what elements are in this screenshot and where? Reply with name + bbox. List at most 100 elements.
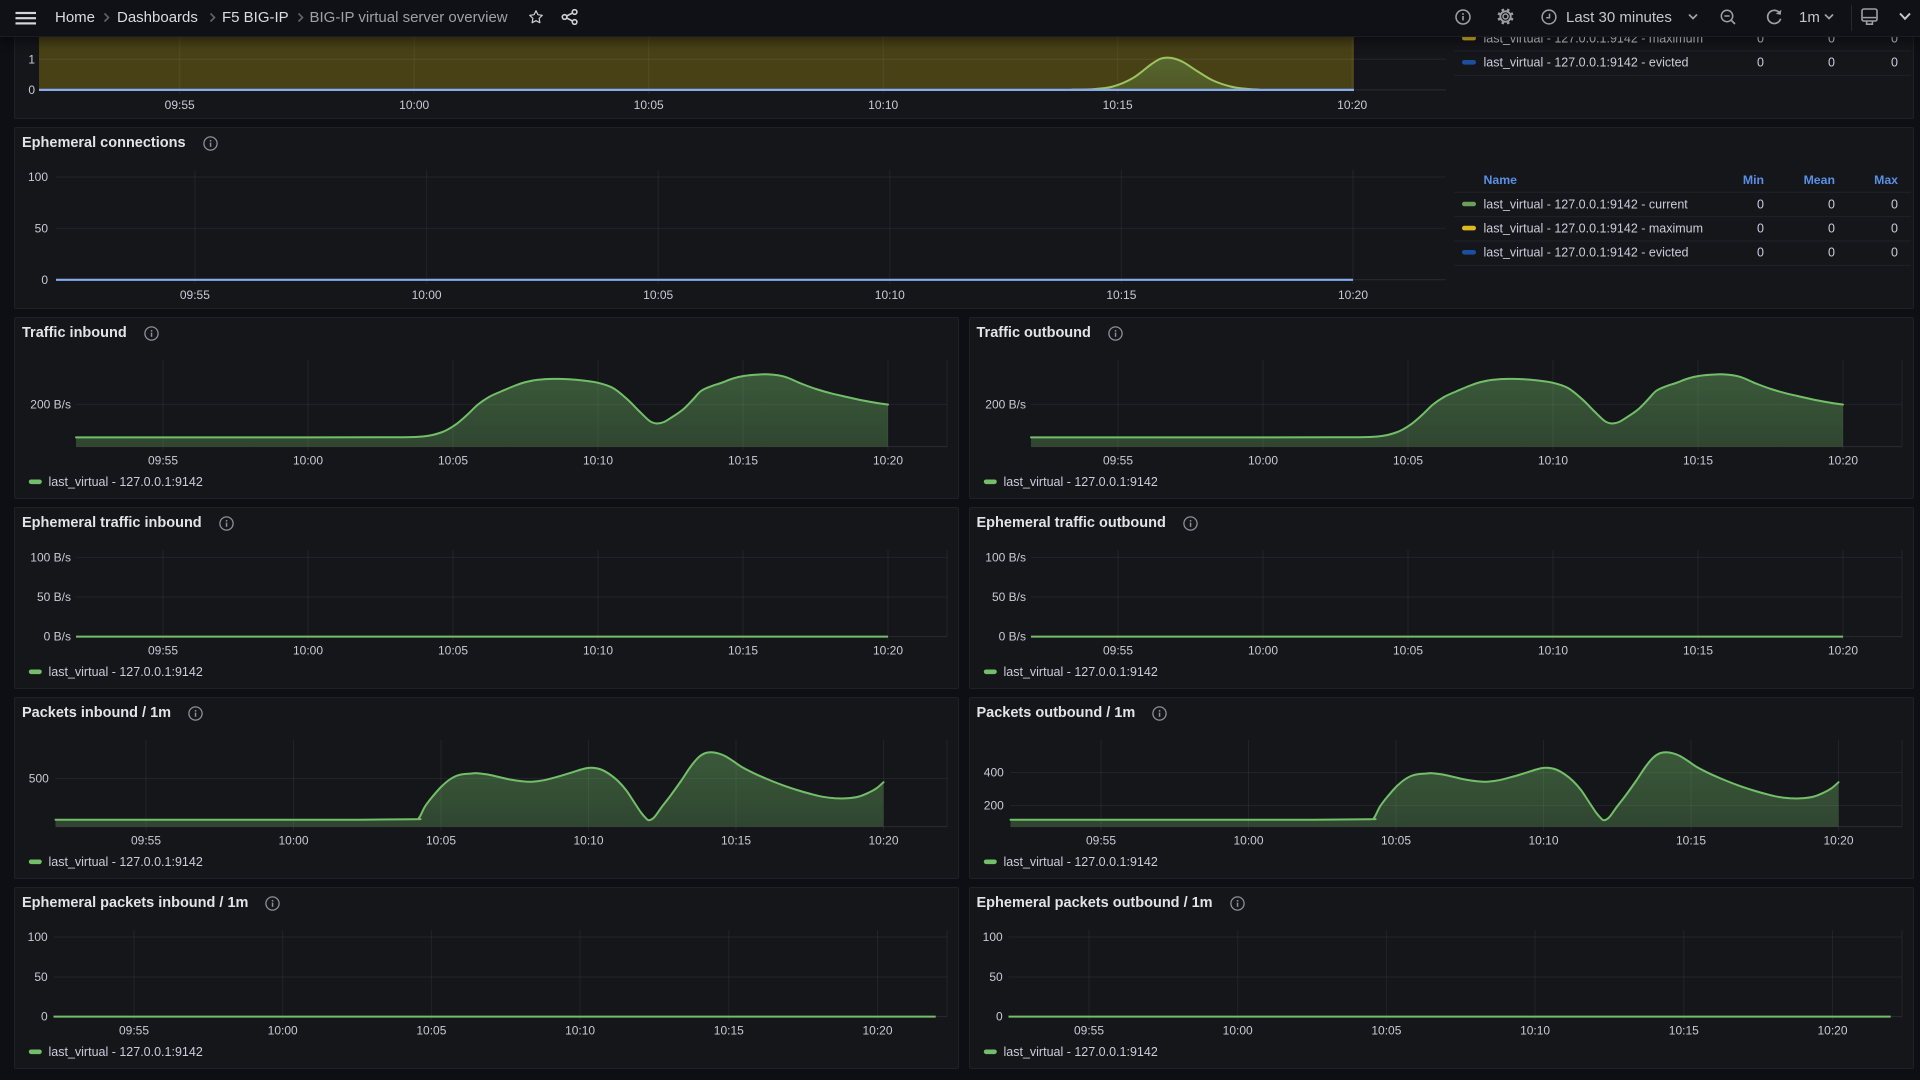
svg-text:10:05: 10:05 — [1380, 834, 1410, 848]
svg-text:Min: Min — [1743, 173, 1764, 187]
svg-text:10:00: 10:00 — [1247, 644, 1277, 658]
svg-text:Mean: Mean — [1804, 173, 1835, 187]
svg-text:10:00: 10:00 — [1222, 1024, 1252, 1038]
svg-text:0: 0 — [1891, 222, 1898, 236]
svg-text:10:20: 10:20 — [1338, 288, 1368, 302]
svg-text:last_virtual - 127.0.0.1:9142: last_virtual - 127.0.0.1:9142 — [1003, 475, 1157, 489]
svg-text:100: 100 — [28, 170, 48, 184]
svg-text:10:00: 10:00 — [278, 834, 308, 848]
svg-text:10:10: 10:10 — [573, 834, 603, 848]
svg-text:10:10: 10:10 — [1537, 454, 1567, 468]
svg-text:10:15: 10:15 — [1682, 454, 1712, 468]
svg-text:100 B/s: 100 B/s — [985, 550, 1026, 564]
svg-text:10:10: 10:10 — [565, 1024, 595, 1038]
svg-text:0: 0 — [1757, 55, 1764, 69]
svg-text:last_virtual - 127.0.0.1:9142: last_virtual - 127.0.0.1:9142 — [1003, 1045, 1157, 1059]
svg-text:100: 100 — [982, 930, 1002, 944]
svg-text:10:05: 10:05 — [438, 644, 468, 658]
svg-text:0: 0 — [1891, 55, 1898, 69]
svg-text:10:10: 10:10 — [868, 98, 898, 112]
svg-text:last_virtual - 127.0.0.1:9142: last_virtual - 127.0.0.1:9142 - current — [1484, 197, 1689, 211]
svg-text:10:05: 10:05 — [1392, 644, 1422, 658]
svg-text:10:00: 10:00 — [293, 454, 323, 468]
svg-text:0: 0 — [996, 1010, 1003, 1024]
svg-text:10:20: 10:20 — [1823, 834, 1853, 848]
svg-text:10:15: 10:15 — [728, 454, 758, 468]
svg-text:last_virtual - 127.0.0.1:9142: last_virtual - 127.0.0.1:9142 — [49, 475, 203, 489]
svg-text:0: 0 — [28, 83, 35, 97]
svg-text:10:20: 10:20 — [873, 644, 903, 658]
svg-text:10:05: 10:05 — [426, 834, 456, 848]
svg-text:1: 1 — [28, 52, 35, 66]
svg-text:last_virtual - 127.0.0.1:9142: last_virtual - 127.0.0.1:9142 — [49, 665, 203, 679]
svg-text:10:15: 10:15 — [1668, 1024, 1698, 1038]
svg-text:09:55: 09:55 — [148, 454, 178, 468]
svg-text:10:15: 10:15 — [714, 1024, 744, 1038]
svg-text:200 B/s: 200 B/s — [30, 397, 71, 411]
svg-text:0: 0 — [1828, 222, 1835, 236]
svg-text:10:20: 10:20 — [862, 1024, 892, 1038]
svg-text:10:05: 10:05 — [416, 1024, 446, 1038]
svg-text:10:00: 10:00 — [1247, 454, 1277, 468]
svg-text:0: 0 — [1828, 246, 1835, 260]
svg-text:0 B/s: 0 B/s — [998, 630, 1025, 644]
svg-text:10:05: 10:05 — [438, 454, 468, 468]
svg-text:10:20: 10:20 — [1827, 644, 1857, 658]
svg-text:09:55: 09:55 — [131, 834, 161, 848]
svg-text:10:05: 10:05 — [643, 288, 673, 302]
svg-text:10:15: 10:15 — [1103, 98, 1133, 112]
svg-text:500: 500 — [29, 772, 49, 786]
svg-text:10:05: 10:05 — [1371, 1024, 1401, 1038]
svg-text:200 B/s: 200 B/s — [985, 397, 1026, 411]
svg-text:100 B/s: 100 B/s — [30, 550, 71, 564]
svg-text:09:55: 09:55 — [148, 644, 178, 658]
svg-text:50 B/s: 50 B/s — [991, 590, 1025, 604]
svg-text:50: 50 — [34, 970, 48, 984]
svg-text:10:05: 10:05 — [634, 98, 664, 112]
svg-text:0 B/s: 0 B/s — [44, 630, 71, 644]
svg-text:10:15: 10:15 — [1675, 834, 1705, 848]
svg-text:10:00: 10:00 — [399, 98, 429, 112]
svg-text:10:20: 10:20 — [1827, 454, 1857, 468]
svg-text:Max: Max — [1874, 173, 1898, 187]
svg-text:09:55: 09:55 — [119, 1024, 149, 1038]
svg-text:last_virtual - 127.0.0.1:9142: last_virtual - 127.0.0.1:9142 — [49, 1045, 203, 1059]
svg-text:10:00: 10:00 — [412, 288, 442, 302]
svg-text:50: 50 — [989, 970, 1003, 984]
svg-text:Name: Name — [1484, 173, 1518, 187]
svg-text:10:10: 10:10 — [583, 454, 613, 468]
svg-text:10:10: 10:10 — [1528, 834, 1558, 848]
svg-text:0: 0 — [1891, 197, 1898, 211]
svg-text:09:55: 09:55 — [1085, 834, 1115, 848]
svg-text:0: 0 — [1828, 197, 1835, 211]
svg-text:0: 0 — [1828, 31, 1835, 45]
svg-text:400: 400 — [983, 766, 1003, 780]
svg-text:0: 0 — [1757, 246, 1764, 260]
svg-text:10:15: 10:15 — [1682, 644, 1712, 658]
svg-text:10:15: 10:15 — [1106, 288, 1136, 302]
svg-text:10:00: 10:00 — [1233, 834, 1263, 848]
svg-text:0: 0 — [1757, 197, 1764, 211]
svg-text:last_virtual - 127.0.0.1:9142: last_virtual - 127.0.0.1:9142 - evicted — [1484, 246, 1689, 260]
svg-text:10:00: 10:00 — [268, 1024, 298, 1038]
svg-text:10:15: 10:15 — [728, 644, 758, 658]
svg-text:last_virtual - 127.0.0.1:9142: last_virtual - 127.0.0.1:9142 — [49, 855, 203, 869]
svg-text:200: 200 — [983, 799, 1003, 813]
svg-text:0: 0 — [41, 1010, 48, 1024]
svg-text:50 B/s: 50 B/s — [37, 590, 71, 604]
svg-text:10:10: 10:10 — [1520, 1024, 1550, 1038]
svg-text:10:10: 10:10 — [583, 644, 613, 658]
svg-text:10:20: 10:20 — [873, 454, 903, 468]
svg-text:0: 0 — [41, 273, 48, 287]
svg-text:09:55: 09:55 — [180, 288, 210, 302]
svg-text:10:05: 10:05 — [1392, 454, 1422, 468]
svg-text:0: 0 — [1828, 55, 1835, 69]
svg-text:10:10: 10:10 — [875, 288, 905, 302]
svg-text:10:20: 10:20 — [868, 834, 898, 848]
svg-text:0: 0 — [1891, 246, 1898, 260]
svg-text:09:55: 09:55 — [165, 98, 195, 112]
svg-text:last_virtual - 127.0.0.1:9142: last_virtual - 127.0.0.1:9142 - evicted — [1484, 55, 1689, 69]
svg-text:100: 100 — [28, 930, 48, 944]
svg-text:09:55: 09:55 — [1102, 454, 1132, 468]
svg-text:last_virtual - 127.0.0.1:9142: last_virtual - 127.0.0.1:9142 — [1003, 665, 1157, 679]
